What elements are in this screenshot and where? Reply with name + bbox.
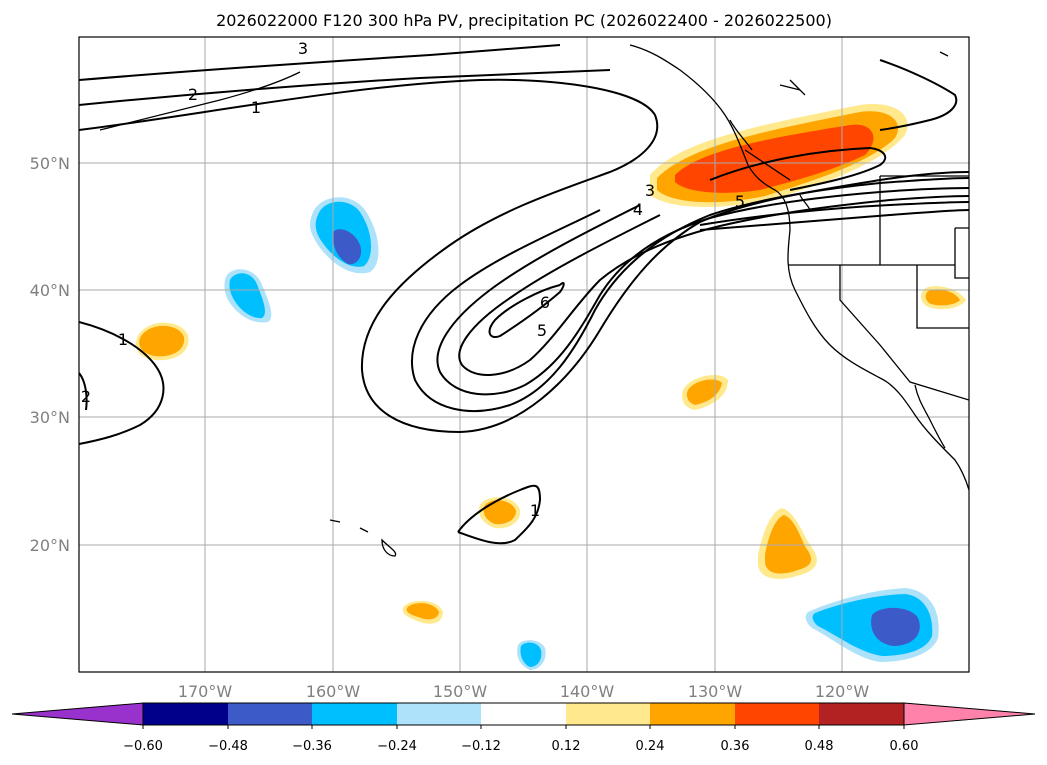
pv-labels: 1 2 3 4 5 6 1 2 1 3 5	[81, 39, 745, 520]
x-tick-label: 170°W	[178, 682, 233, 701]
colorbar-segment	[143, 703, 228, 725]
pv-contour-line	[879, 59, 958, 131]
pv-contours	[79, 44, 969, 545]
x-tick-label: 160°W	[306, 682, 361, 701]
colorbar-extend-low	[11, 702, 144, 726]
pv-label: 2	[81, 387, 91, 406]
political-borders	[788, 175, 969, 401]
precip-area-high	[332, 229, 362, 265]
pv-contour-line	[79, 44, 561, 81]
precip-area-mid	[139, 325, 185, 357]
colorbar-segment	[312, 703, 397, 725]
colorbar-tick-label: 0.12	[552, 739, 581, 754]
precip-area-mid	[406, 603, 439, 620]
colorbar-tick-label: −0.12	[461, 739, 501, 754]
precip-area-high	[871, 607, 920, 646]
pv-contour-line	[436, 187, 969, 396]
colorbar-tick-label: −0.36	[292, 739, 332, 754]
pv-label: 3	[645, 181, 655, 200]
pv-label: 1	[530, 501, 540, 520]
colorbar-tick-label: 0.60	[890, 739, 919, 754]
precip-area-mid	[686, 379, 722, 405]
colorbar-segment	[397, 703, 481, 725]
pv-contour-line	[457, 484, 542, 545]
x-tick-labels: 170°W 160°W 150°W 140°W 130°W 120°W	[178, 682, 870, 701]
x-tick-label: 140°W	[560, 682, 615, 701]
y-tick-labels: 20°N 30°N 40°N 50°N	[30, 154, 70, 555]
pv-label: 1	[118, 330, 128, 349]
pv-contour-line	[699, 209, 969, 231]
y-tick-label: 50°N	[30, 154, 70, 173]
pv-contour-line	[488, 282, 565, 338]
pv-label: 5	[735, 192, 745, 211]
colorbar-tick-label: −0.60	[123, 739, 163, 754]
pv-contour-line	[458, 195, 969, 377]
pv-contour-line	[411, 177, 969, 412]
y-tick-label: 20°N	[30, 536, 70, 555]
y-tick-label: 40°N	[30, 281, 70, 300]
pv-label: 3	[298, 39, 308, 58]
precip-area-mid	[520, 642, 542, 667]
precip-area-mid	[925, 289, 960, 306]
x-tick-label: 120°W	[815, 682, 870, 701]
map-area: 1 2 3 4 5 6 1 2 1 3 5	[79, 37, 969, 672]
pv-contour-line	[709, 146, 887, 191]
precip-area-mid	[483, 500, 516, 525]
colorbar-segment	[481, 703, 566, 725]
x-tick-label: 130°W	[688, 682, 743, 701]
colorbar-tick-label: 0.24	[636, 739, 665, 754]
colorbar-segment	[735, 703, 819, 725]
pv-contour-line	[79, 372, 88, 411]
colorbar-tick-label: −0.24	[377, 739, 417, 754]
chart-title: 2026022000 F120 300 hPa PV, precipitatio…	[216, 11, 832, 30]
pv-label: 1	[251, 98, 261, 117]
colorbar: −0.60 −0.48 −0.36 −0.24 −0.12 0.12 0.24 …	[11, 702, 1036, 754]
precip-shading	[135, 104, 966, 670]
pv-label: 5	[537, 321, 547, 340]
map-frame	[78, 36, 970, 673]
colorbar-segment	[228, 703, 312, 725]
colorbar-extend-high	[903, 702, 1036, 726]
pv-contour-line	[79, 321, 165, 445]
pv-contour-line	[699, 201, 969, 226]
precip-area-mid	[765, 515, 812, 574]
precip-area-mid	[229, 273, 265, 319]
pv-contour-line	[79, 69, 611, 106]
colorbar-segment	[819, 703, 904, 725]
colorbar-segment	[566, 703, 650, 725]
y-tick-label: 30°N	[30, 408, 70, 427]
colorbar-tick-label: 0.36	[721, 739, 750, 754]
colorbar-segment	[650, 703, 735, 725]
pv-label: 2	[188, 85, 198, 104]
pv-label: 6	[540, 293, 550, 312]
pv-label: 4	[633, 200, 643, 219]
precip-area-high	[675, 124, 874, 193]
colorbar-tick-label: 0.48	[805, 739, 834, 754]
colorbar-tick-label: −0.48	[208, 739, 248, 754]
x-tick-label: 150°W	[433, 682, 488, 701]
